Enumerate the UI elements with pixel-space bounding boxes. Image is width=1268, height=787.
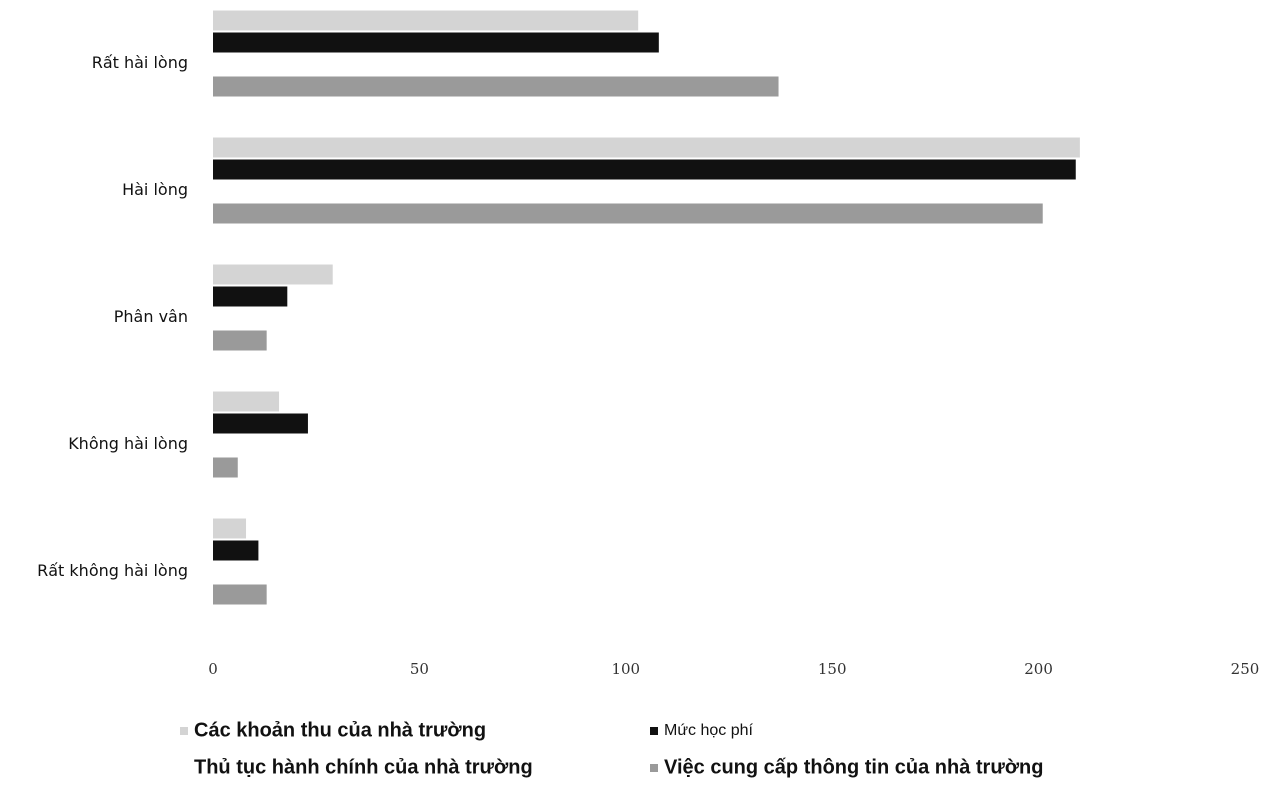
y-tick-label: Rất hài lòng — [92, 53, 188, 72]
legend-label: Thủ tục hành chính của nhà trường — [194, 756, 533, 778]
y-tick-label: Rất không hài lòng — [37, 561, 188, 580]
legend-swatch — [180, 727, 188, 735]
bar — [213, 584, 267, 605]
y-tick-label: Phân vân — [114, 307, 188, 326]
bar — [213, 32, 659, 53]
bar — [213, 330, 267, 351]
legend-label: Các khoản thu của nhà trường — [194, 719, 486, 741]
legend-swatch — [650, 727, 658, 735]
y-tick-label: Không hài lòng — [68, 434, 188, 453]
x-tick-label: 150 — [818, 660, 847, 678]
x-tick-label: 100 — [611, 660, 640, 678]
y-tick-label: Hài lòng — [122, 180, 188, 199]
legend-label: Mức học phí — [664, 722, 754, 739]
x-tick-label: 0 — [208, 660, 218, 678]
bar — [213, 10, 639, 31]
x-tick-label: 250 — [1231, 660, 1260, 678]
bar — [213, 518, 247, 539]
bar — [213, 264, 333, 285]
bar — [213, 457, 238, 478]
bar — [213, 286, 288, 307]
bar — [213, 540, 259, 561]
bar — [213, 76, 779, 97]
bar — [213, 413, 308, 434]
legend-swatch — [180, 764, 188, 772]
bar — [213, 203, 1043, 224]
legend-swatch — [650, 764, 658, 772]
x-tick-label: 200 — [1024, 660, 1053, 678]
bar — [213, 137, 1080, 158]
legend-label: Việc cung cấp thông tin của nhà trường — [664, 756, 1043, 778]
bar — [213, 391, 280, 412]
x-tick-label: 50 — [410, 660, 429, 678]
bar — [213, 159, 1076, 180]
